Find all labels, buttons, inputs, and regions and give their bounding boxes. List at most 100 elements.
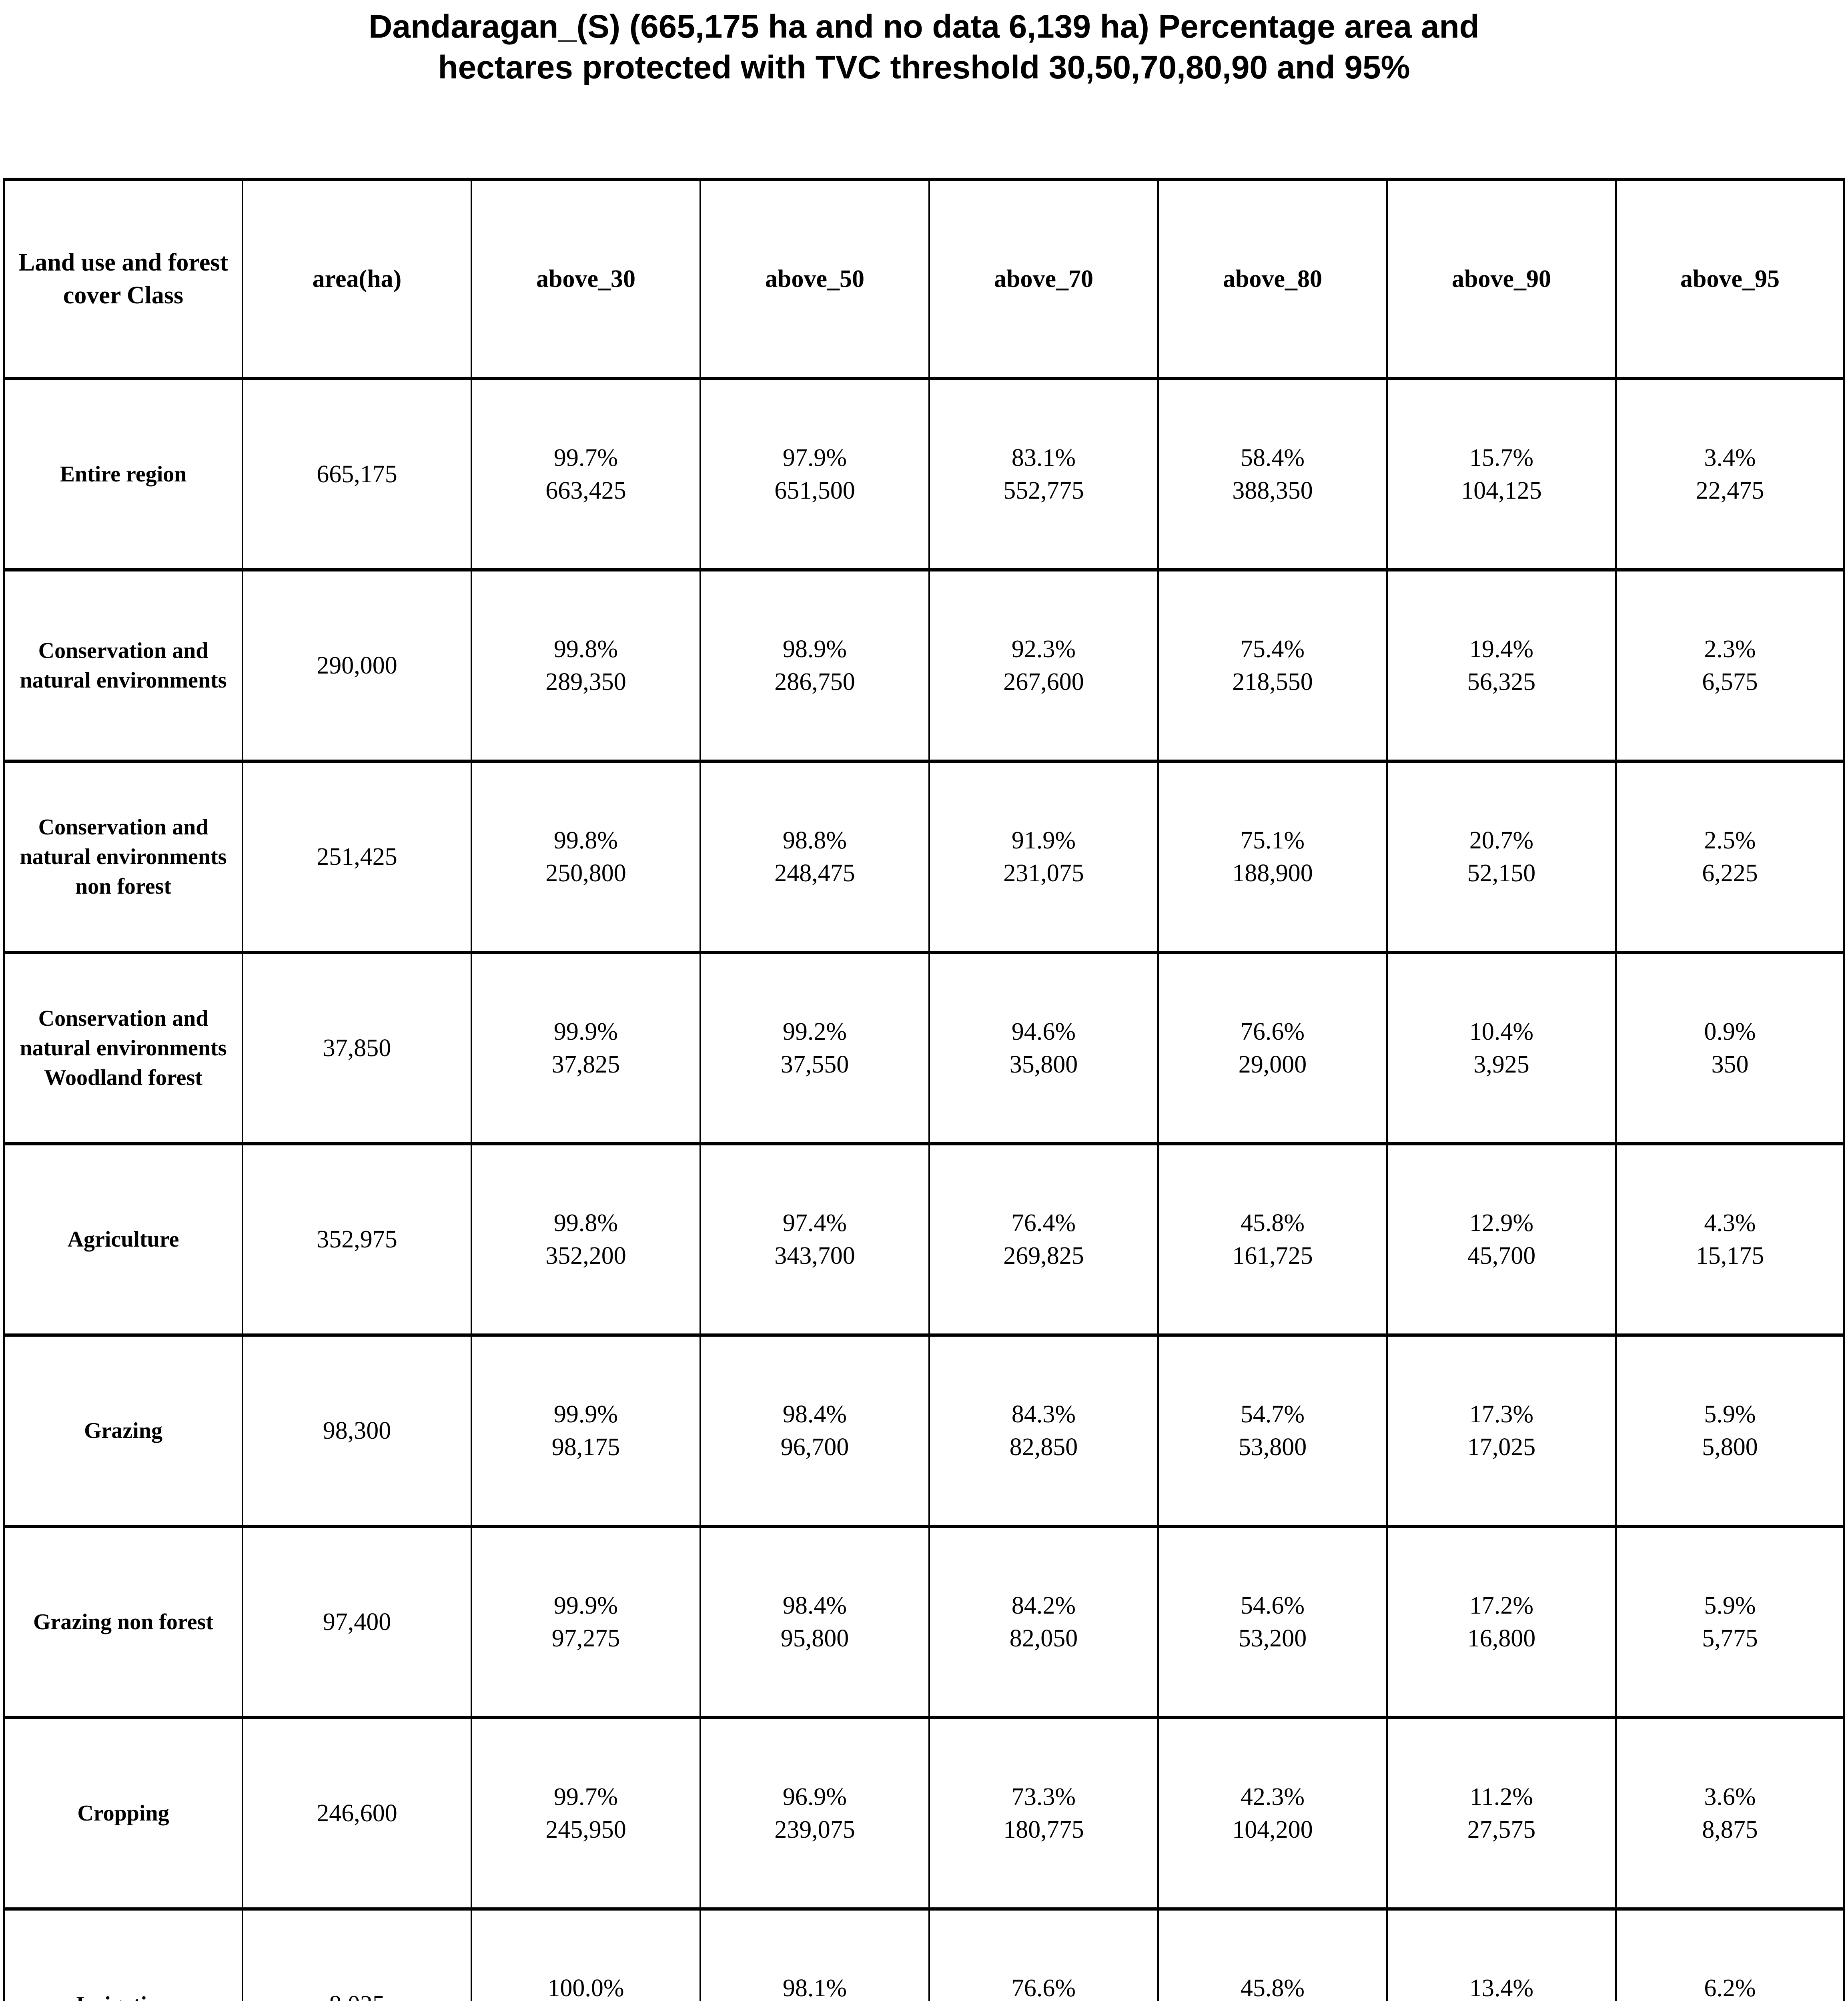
cell-3-area: 37,850 <box>242 951 472 1145</box>
column-header-7: above_95 <box>1615 178 1845 380</box>
cell-4-above_70: 76.4% 269,825 <box>928 1142 1159 1337</box>
hectares-value: 161,725 <box>1232 1242 1313 1269</box>
percent-value: 99.9% <box>553 1592 618 1619</box>
row-label-2: Conservation and natural environments no… <box>3 760 243 954</box>
cell-0-above_80: 58.4% 388,350 <box>1157 377 1388 571</box>
row-label-8: Irrigation <box>3 1907 243 2001</box>
percent-value: 0.9% <box>1704 1018 1756 1045</box>
percent-value: 76.4% <box>1011 1209 1076 1237</box>
percent-value: 17.2% <box>1469 1592 1534 1619</box>
hectares-value: 6,575 <box>1702 668 1758 696</box>
cell-8-area: 8,025 <box>242 1907 472 2001</box>
cell-0-area: 665,175 <box>242 377 472 571</box>
column-header-1: area(ha) <box>242 178 472 380</box>
hectares-value: 56,325 <box>1467 668 1536 696</box>
percent-value: 83.1% <box>1011 444 1076 471</box>
percent-value: 13.4% <box>1469 1975 1534 2001</box>
cell-1-above_70: 92.3% 267,600 <box>928 568 1159 763</box>
hectares-value: 231,075 <box>1003 860 1084 887</box>
percent-value: 45.8% <box>1240 1975 1305 2001</box>
percent-value: 99.9% <box>553 1018 618 1045</box>
cell-6-above_70: 84.2% 82,050 <box>928 1525 1159 1719</box>
cell-2-above_30: 99.8% 250,800 <box>471 760 701 954</box>
hectares-value: 97,275 <box>551 1625 620 1652</box>
table-row-7: Cropping 246,600 99.7% 245,950 96.9% 239,075 7… <box>3 1716 1845 1911</box>
cell-0-above_30: 99.7% 663,425 <box>471 377 701 571</box>
cell-4-above_50: 97.4% 343,700 <box>700 1142 930 1337</box>
table-row-3: Conservation and natural environments Wo… <box>3 951 1845 1145</box>
hectares-value: 552,775 <box>1003 477 1084 504</box>
column-header-3: above_50 <box>700 178 930 380</box>
table-header: Land use and forest cover Class area(ha) a… <box>3 178 1845 380</box>
table-row-5: Grazing 98,300 99.9% 98,175 98.4% 96,700 84.3%… <box>3 1333 1845 1528</box>
row-label-5: Grazing <box>3 1333 243 1528</box>
cell-2-area: 251,425 <box>242 760 472 954</box>
hectares-value: 35,800 <box>1009 1051 1078 1078</box>
row-label-3: Conservation and natural environments Wo… <box>3 951 243 1145</box>
table-row-4: Agriculture 352,975 99.8% 352,200 97.4% 343,7… <box>3 1142 1845 1337</box>
hectares-value: 3,925 <box>1473 1051 1529 1078</box>
percent-value: 76.6% <box>1011 1975 1076 2001</box>
percent-value: 3.4% <box>1704 444 1756 471</box>
percent-value: 10.4% <box>1469 1018 1534 1045</box>
cell-1-above_50: 98.9% 286,750 <box>700 568 930 763</box>
cell-2-above_50: 98.8% 248,475 <box>700 760 930 954</box>
hectares-value: 16,800 <box>1467 1625 1536 1652</box>
table-body: Entire region 665,175 99.7% 663,425 97.9% 651… <box>3 377 1845 2001</box>
percent-value: 54.7% <box>1240 1401 1305 1428</box>
hectares-value: 96,700 <box>780 1434 849 1461</box>
table-row-1: Conservation and natural environments 290… <box>3 568 1845 763</box>
hectares-value: 104,200 <box>1232 1816 1313 1843</box>
cell-6-above_30: 99.9% 97,275 <box>471 1525 701 1719</box>
hectares-value: 53,200 <box>1238 1625 1307 1652</box>
percent-value: 12.9% <box>1469 1209 1534 1237</box>
percent-value: 45.8% <box>1240 1209 1305 1237</box>
hectares-value: 343,700 <box>774 1242 855 1269</box>
percent-value: 91.9% <box>1011 827 1076 854</box>
cell-6-above_80: 54.6% 53,200 <box>1157 1525 1388 1719</box>
column-header-6: above_90 <box>1386 178 1617 380</box>
percent-value: 92.3% <box>1011 636 1076 663</box>
percent-value: 2.5% <box>1704 827 1756 854</box>
cell-7-above_30: 99.7% 245,950 <box>471 1716 701 1911</box>
page-title: Dandaragan_(S) (665,175 ha and no data 6… <box>0 0 1848 88</box>
hectares-value: 37,825 <box>551 1051 620 1078</box>
hectares-value: 98,175 <box>551 1434 620 1461</box>
percent-value: 75.1% <box>1240 827 1305 854</box>
cell-0-above_70: 83.1% 552,775 <box>928 377 1159 571</box>
percent-value: 97.4% <box>782 1209 847 1237</box>
cell-3-above_50: 99.2% 37,550 <box>700 951 930 1145</box>
percent-value: 97.9% <box>782 444 847 471</box>
column-header-2: above_30 <box>471 178 701 380</box>
percent-value: 99.8% <box>553 636 618 663</box>
hectares-value: 286,750 <box>774 668 855 696</box>
cell-6-above_90: 17.2% 16,800 <box>1386 1525 1617 1719</box>
cell-8-above_70: 76.6%6,150 <box>928 1907 1159 2001</box>
hectares-value: 250,800 <box>545 860 626 887</box>
percent-value: 84.3% <box>1011 1401 1076 1428</box>
hectares-value: 188,900 <box>1232 860 1313 887</box>
hectares-value: 104,125 <box>1461 477 1542 504</box>
cell-7-above_95: 3.6% 8,875 <box>1615 1716 1845 1911</box>
cell-8-above_90: 13.4%1,075 <box>1386 1907 1617 2001</box>
cell-1-above_95: 2.3% 6,575 <box>1615 568 1845 763</box>
hectares-value: 45,700 <box>1467 1242 1536 1269</box>
percent-value: 99.2% <box>782 1018 847 1045</box>
cell-3-above_95: 0.9% 350 <box>1615 951 1845 1145</box>
percent-value: 99.9% <box>553 1401 618 1428</box>
cell-3-above_80: 76.6% 29,000 <box>1157 951 1388 1145</box>
percent-value: 100.0% <box>547 1975 624 2001</box>
percent-value: 17.3% <box>1469 1401 1534 1428</box>
cell-1-above_80: 75.4% 218,550 <box>1157 568 1388 763</box>
percent-value: 99.7% <box>553 1783 618 1811</box>
cell-1-above_30: 99.8% 289,350 <box>471 568 701 763</box>
cell-3-above_90: 10.4% 3,925 <box>1386 951 1617 1145</box>
hectares-value: 15,175 <box>1696 1242 1764 1269</box>
percent-value: 98.9% <box>782 636 847 663</box>
cell-5-above_70: 84.3% 82,850 <box>928 1333 1159 1528</box>
percent-value: 15.7% <box>1469 444 1534 471</box>
cell-4-above_90: 12.9% 45,700 <box>1386 1142 1617 1337</box>
cell-7-above_90: 11.2% 27,575 <box>1386 1716 1617 1911</box>
cell-4-area: 352,975 <box>242 1142 472 1337</box>
header-row: Land use and forest cover Class area(ha) a… <box>3 178 1845 380</box>
